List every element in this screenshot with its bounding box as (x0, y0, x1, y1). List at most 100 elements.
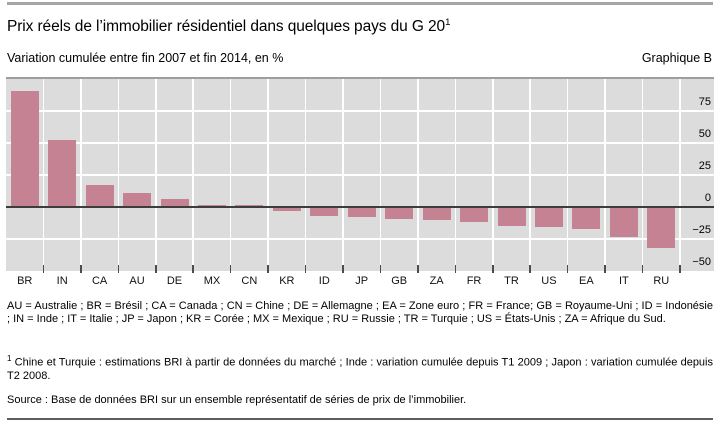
axis-tick-1 (42, 265, 45, 273)
axis-tick-10 (379, 265, 382, 273)
bar-EA (572, 207, 601, 229)
bar-TR (497, 207, 526, 226)
axis-tick-13 (492, 265, 494, 273)
axis-tick-3 (117, 265, 120, 273)
gridline-v-1 (42, 79, 45, 271)
x-axis-label-GB: GB (391, 275, 408, 287)
gridline-v-10 (379, 79, 382, 271)
axis-tick-17 (641, 265, 644, 273)
chart-area: 75 50 25 0 −25 −50 (6, 77, 714, 273)
x-axis-label-IN: IN (56, 275, 68, 287)
axis-tick-11 (417, 265, 419, 273)
bar-BR (10, 90, 39, 207)
bar-ZA (422, 207, 451, 221)
x-axis-label-RU: RU (653, 275, 670, 287)
bar-CN (235, 205, 264, 207)
gridline-v-8 (304, 79, 307, 271)
axis-tick-6 (229, 265, 232, 273)
gridline-v-15 (566, 79, 569, 271)
bar-FR (460, 207, 489, 223)
x-axis-label-IT: IT (618, 275, 629, 287)
gridline-v-11 (417, 79, 419, 271)
source-line: Source : Base de données BRI sur un ense… (7, 394, 467, 406)
zero-line (6, 206, 714, 208)
x-axis-label-BR: BR (17, 275, 33, 287)
gridline-h--25 (6, 238, 714, 240)
chart-subtitle: Variation cumulée entre fin 2007 et fin … (7, 51, 284, 65)
x-axis-label-TR: TR (504, 275, 519, 287)
axis-tick-15 (566, 265, 569, 273)
footnote: 1 Chine et Turquie : estimations BRI à p… (7, 352, 713, 383)
y-axis-label--25: −25 (692, 224, 711, 236)
footnote-text: Chine et Turquie : estimations BRI à par… (7, 356, 713, 383)
axis-tick-2 (80, 265, 82, 273)
x-axis-label-JP: JP (355, 275, 369, 287)
bar-RU (647, 207, 676, 248)
axis-tick-8 (304, 265, 307, 273)
x-axis-label-KR: KR (279, 275, 295, 287)
x-axis-label-DE: DE (166, 275, 183, 287)
bar-KR (272, 207, 301, 212)
gridline-v-17 (641, 79, 644, 271)
axis-tick-9 (342, 265, 344, 273)
gridline-v-6 (229, 79, 232, 271)
x-axis-label-ZA: ZA (429, 275, 444, 287)
bar-DE (160, 199, 189, 207)
x-axis-label-FR: FR (466, 275, 482, 287)
x-axis-label-EA: EA (579, 275, 594, 287)
gridline-v-18 (679, 79, 681, 271)
plot-area: 75 50 25 0 −25 −50 (6, 79, 714, 273)
footnote-superscript: 1 (7, 354, 12, 363)
y-axis-label--50: −50 (692, 256, 711, 268)
bar-CA (85, 185, 114, 207)
y-axis-label-25: 25 (698, 160, 711, 172)
chart-title-text: Prix réels de l’immobilier résidentiel d… (7, 18, 446, 36)
y-axis-label-0: 0 (704, 192, 711, 204)
gridline-h-75 (6, 110, 714, 112)
bar-JP (347, 207, 376, 217)
gridline-h-50 (6, 142, 714, 144)
x-axis-labels-row: BR IN CA AU DE MX CN KR ID JP GB ZA FR TR US EA IT RU (6, 274, 680, 288)
gridline-v-16 (604, 79, 606, 271)
chart-title: Prix réels de l’immobilier résidentiel d… (7, 13, 450, 37)
axis-tick-5 (192, 265, 194, 273)
top-rule (7, 2, 713, 5)
chart-title-superscript: 1 (445, 17, 451, 28)
x-axis-label-ID: ID (318, 275, 330, 287)
bar-IT (609, 207, 638, 238)
y-axis-label-50: 50 (698, 128, 711, 140)
axis-tick-7 (267, 265, 269, 273)
bottom-rule (7, 418, 713, 420)
axis-tick-4 (155, 265, 157, 273)
bar-GB (385, 207, 414, 219)
gridline-v-2 (80, 79, 82, 271)
gridline-v-12 (454, 79, 457, 271)
axis-tick-18 (679, 265, 681, 273)
gridline-v-9 (342, 79, 344, 271)
axis-tick-12 (454, 265, 457, 273)
x-axis-label-CA: CA (91, 275, 108, 287)
gridline-v-14 (529, 79, 531, 271)
bar-MX (197, 205, 226, 207)
bar-ID (310, 207, 339, 216)
bar-AU (123, 192, 152, 207)
bar-IN (48, 140, 77, 207)
gridline-v-3 (117, 79, 120, 271)
gridline-v-5 (192, 79, 194, 271)
bar-US (534, 207, 563, 228)
x-axis-label-CN: CN (241, 275, 258, 287)
subtitle-row: Variation cumulée entre fin 2007 et fin … (7, 51, 712, 65)
graph-label: Graphique B (641, 51, 712, 65)
x-axis-label-AU: AU (129, 275, 145, 287)
gridline-h-25 (6, 174, 714, 176)
axis-tick-16 (604, 265, 606, 273)
country-code-legend: AU = Australie ; BR = Brésil ; CA = Cana… (7, 300, 713, 326)
y-axis-label-75: 75 (698, 96, 711, 108)
gridline-v-7 (267, 79, 269, 271)
gridline-v-4 (155, 79, 157, 271)
x-axis-label-MX: MX (203, 275, 221, 287)
gridline-v-13 (492, 79, 494, 271)
x-axis-label-US: US (541, 275, 557, 287)
axis-tick-14 (529, 265, 531, 273)
